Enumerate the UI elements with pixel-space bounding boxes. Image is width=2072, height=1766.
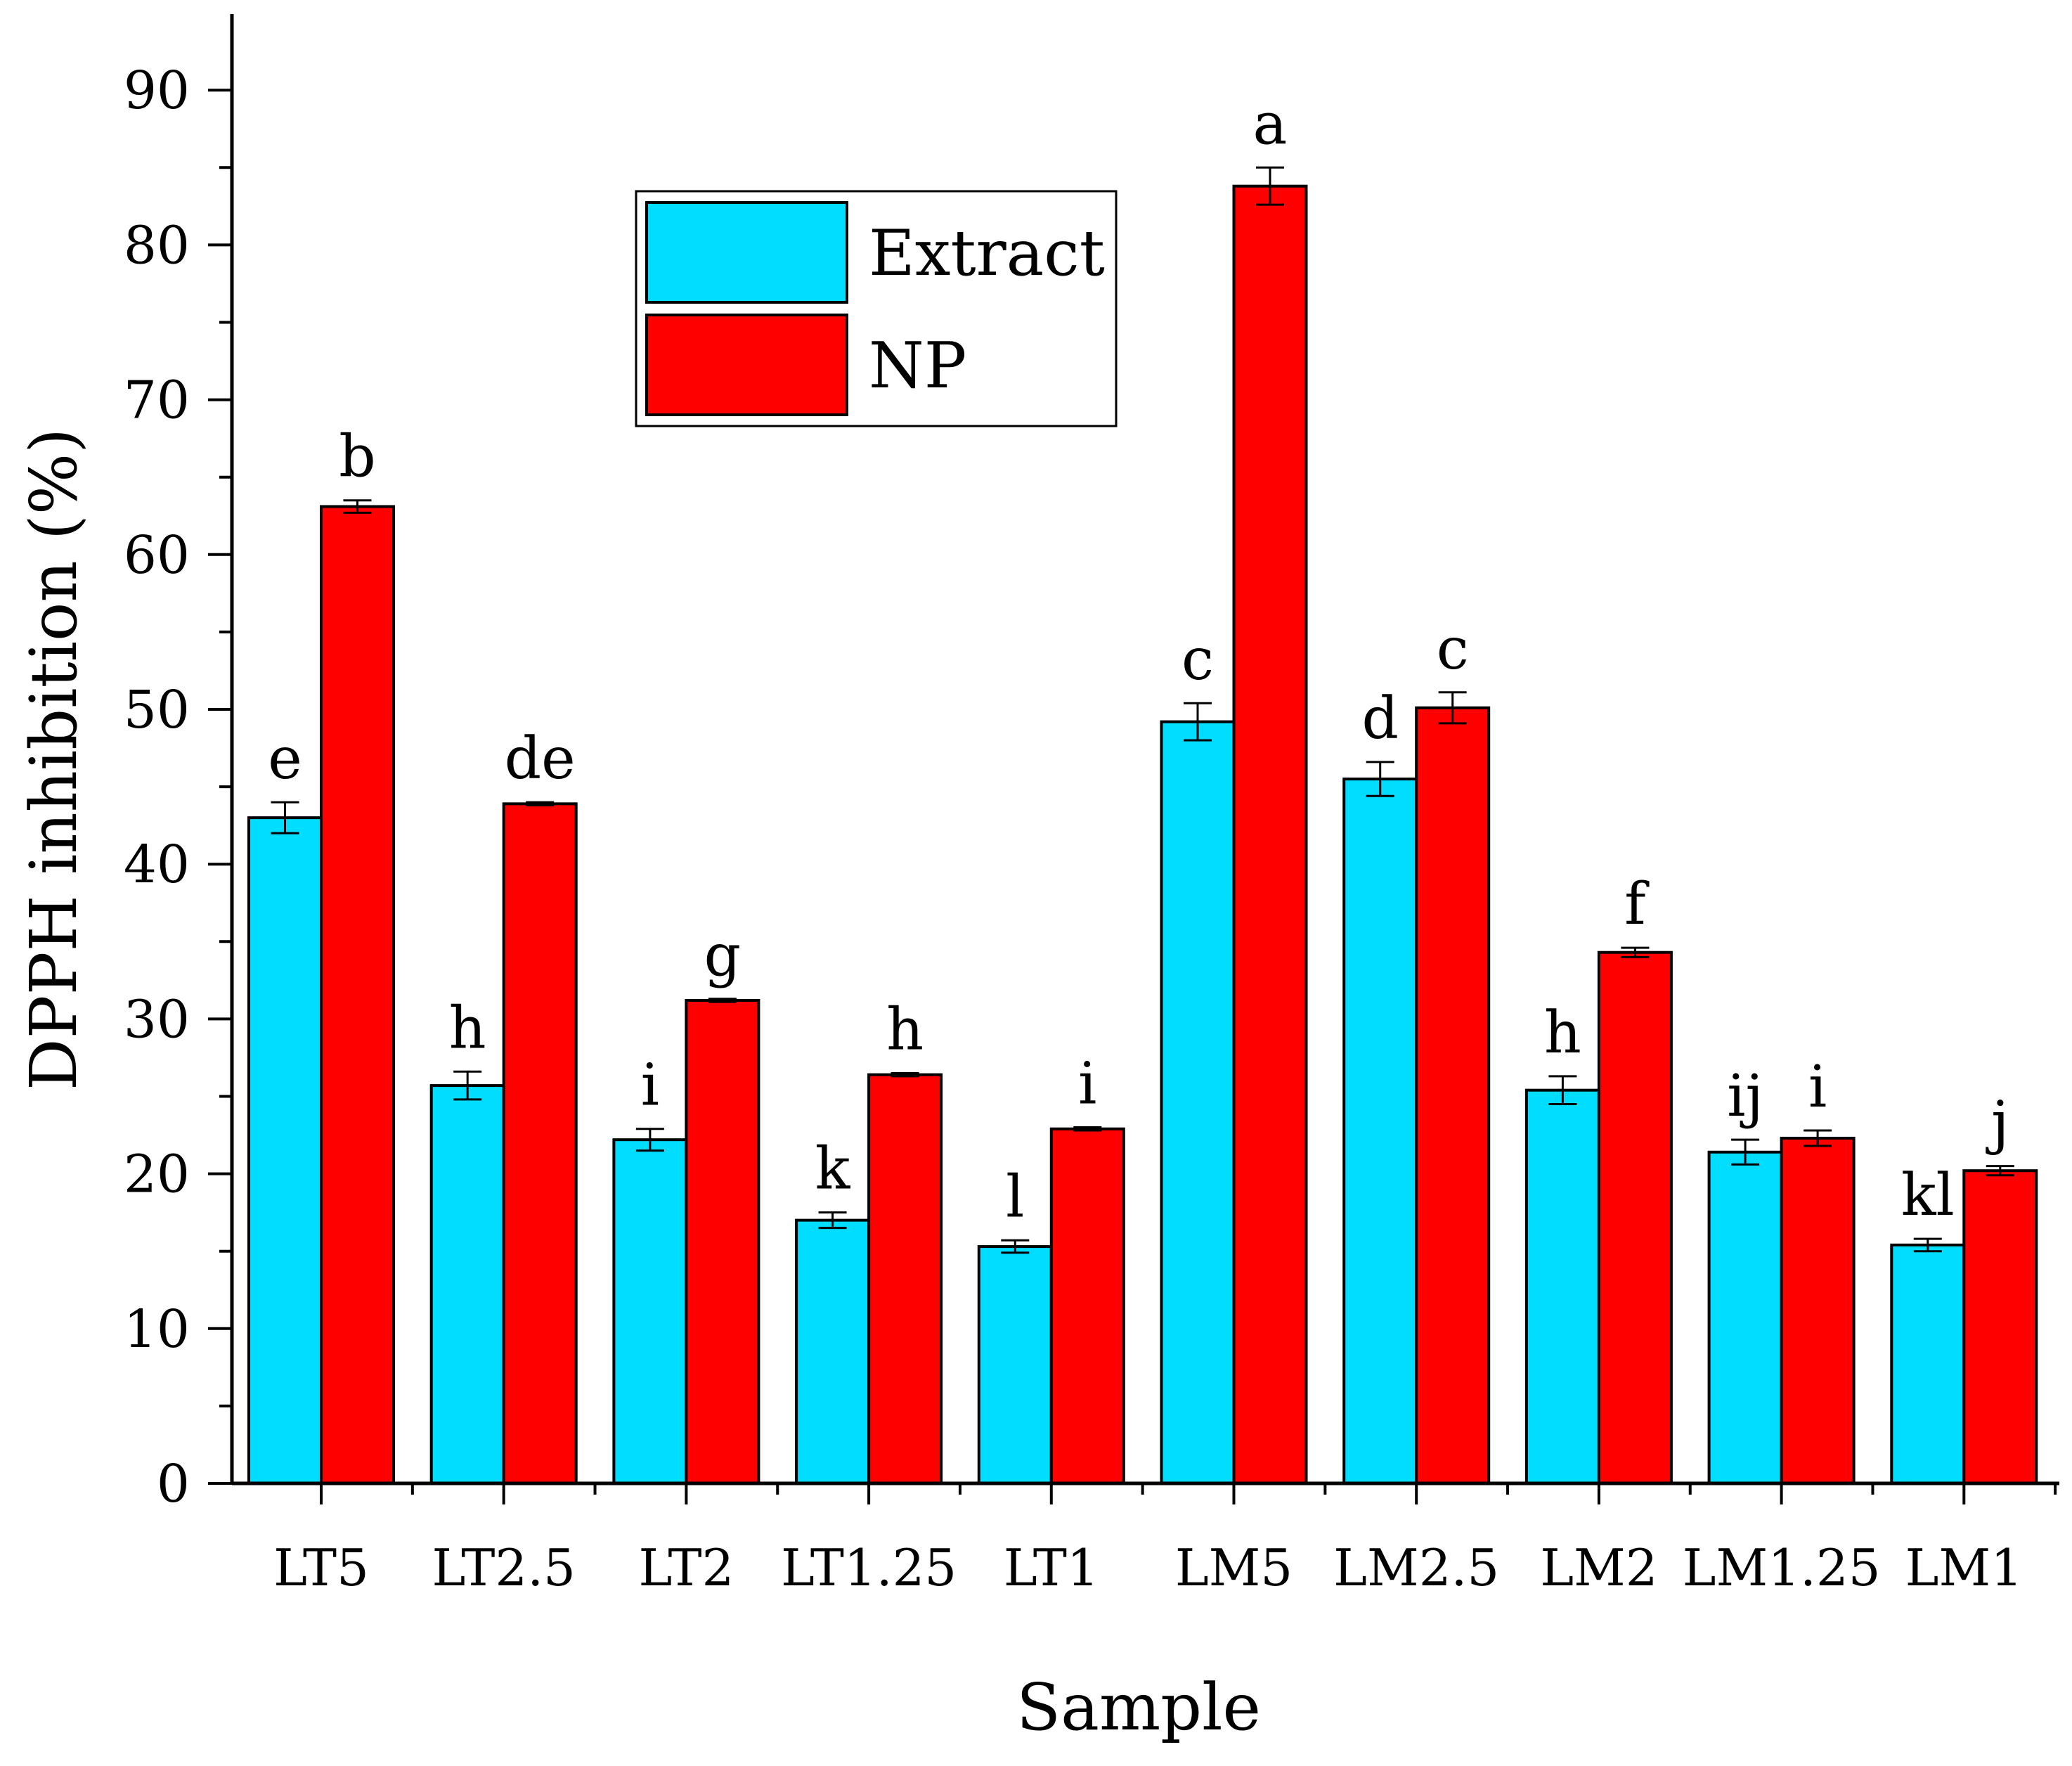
x-tick-label-lt2: LT2: [639, 1538, 734, 1597]
y-tick-label-40: 40: [124, 834, 190, 895]
error-bar-extract-lt5: [271, 801, 299, 834]
significance-label-np-lm1.25: i: [1808, 1054, 1827, 1121]
error-bar-extract-lm2.5: [1366, 761, 1394, 797]
bar-extract-lm2: [1524, 1088, 1600, 1485]
legend: Extract NP: [635, 190, 1118, 427]
legend-item-np: NP: [645, 314, 966, 416]
x-axis-title: Sample: [1016, 1670, 1261, 1745]
bar-np-lm5: [1232, 184, 1308, 1485]
significance-label-extract-lt2.5: h: [449, 995, 486, 1062]
error-bar-np-lt1.25: [891, 1071, 919, 1078]
bar-np-lm2: [1597, 950, 1673, 1485]
error-bar-extract-lm1.25: [1731, 1138, 1760, 1166]
bar-np-lm2.5: [1415, 706, 1491, 1485]
significance-label-extract-lm5: c: [1181, 626, 1214, 693]
significance-label-extract-lm1.25: ij: [1727, 1063, 1763, 1130]
bar-extract-lt2.5: [429, 1084, 505, 1485]
bar-np-lm1: [1962, 1169, 2038, 1485]
significance-label-extract-lm2.5: d: [1361, 685, 1399, 752]
y-tick-label-20: 20: [124, 1145, 190, 1205]
significance-label-np-lm5: a: [1253, 91, 1288, 157]
bar-extract-lm1.25: [1707, 1150, 1783, 1485]
significance-label-extract-lt2: i: [641, 1052, 659, 1119]
bar-extract-lm1: [1890, 1243, 1966, 1485]
significance-label-extract-lt1.25: k: [815, 1136, 851, 1203]
error-bar-extract-lm5: [1184, 702, 1212, 742]
y-tick-label-0: 0: [157, 1454, 190, 1514]
bar-extract-lt5: [247, 816, 323, 1485]
legend-swatch-extract: [645, 201, 848, 304]
y-tick-label-30: 30: [124, 989, 190, 1050]
bar-extract-lm5: [1160, 720, 1236, 1485]
bar-np-lt2.5: [502, 802, 578, 1485]
error-bar-extract-lt2.5: [453, 1070, 482, 1101]
legend-swatch-np: [645, 314, 848, 416]
error-bar-extract-lm1: [1913, 1237, 1942, 1253]
x-tick-label-lm1: LM1: [1905, 1538, 2023, 1597]
x-tick-label-lm2: LM2: [1540, 1538, 1657, 1597]
y-tick-label-50: 50: [124, 680, 190, 740]
error-bar-np-lm1.25: [1804, 1129, 1832, 1147]
x-tick-label-lm2.5: LM2.5: [1333, 1538, 1499, 1597]
y-tick-label-60: 60: [124, 525, 190, 586]
error-bar-extract-lt2: [635, 1128, 664, 1152]
significance-label-np-lm2: f: [1624, 871, 1650, 938]
legend-label-extract: Extract: [869, 217, 1105, 290]
bar-extract-lt1.25: [795, 1218, 871, 1485]
x-tick-label-lt5: LT5: [273, 1538, 369, 1597]
significance-label-np-lt1: i: [1078, 1051, 1096, 1118]
error-bar-extract-lt1.25: [818, 1211, 847, 1230]
x-tick-label-lm1.25: LM1.25: [1683, 1538, 1881, 1597]
significance-label-np-lm1: j: [1986, 1090, 2009, 1156]
significance-label-extract-lt1: l: [1006, 1164, 1024, 1230]
significance-label-extract-lm2: h: [1544, 1000, 1581, 1066]
error-bar-extract-lm2: [1548, 1075, 1577, 1106]
y-tick-label-10: 10: [124, 1299, 190, 1360]
error-bar-np-lm2.5: [1438, 691, 1467, 725]
error-bar-np-lt5: [343, 499, 372, 514]
error-bar-np-lm2: [1621, 946, 1650, 958]
error-bar-np-lt2: [708, 998, 737, 1003]
x-tick-label-lm5: LM5: [1175, 1538, 1293, 1597]
bar-np-lt5: [320, 505, 395, 1485]
significance-label-np-lt2.5: de: [505, 726, 576, 792]
significance-label-np-lm2.5: c: [1437, 616, 1469, 683]
error-bar-np-lm1: [1986, 1165, 2014, 1177]
bar-np-lt1: [1049, 1127, 1125, 1485]
bar-extract-lt2: [612, 1138, 688, 1485]
legend-item-extract: Extract: [645, 201, 1105, 304]
legend-label-np: NP: [869, 329, 966, 403]
error-bar-np-lm5: [1256, 166, 1284, 206]
y-tick-label-90: 90: [124, 60, 190, 121]
bar-np-lt1.25: [867, 1073, 943, 1485]
significance-label-np-lt1.25: h: [886, 996, 924, 1063]
x-tick-label-lt1: LT1: [1004, 1538, 1099, 1597]
significance-label-np-lt2: g: [704, 922, 742, 989]
bar-extract-lt1: [977, 1245, 1053, 1485]
error-bar-np-lt1: [1073, 1126, 1102, 1132]
significance-label-extract-lt5: e: [268, 726, 302, 792]
bar-np-lt2: [685, 998, 760, 1485]
y-tick-label-80: 80: [124, 215, 190, 276]
significance-label-np-lt5: b: [339, 424, 376, 491]
y-tick-label-70: 70: [124, 370, 190, 431]
significance-label-extract-lm1: kl: [1901, 1162, 1955, 1229]
y-axis-title: DPPH inhibition (%): [16, 428, 91, 1090]
error-bar-np-lt2.5: [526, 801, 555, 807]
x-tick-label-lt1.25: LT1.25: [781, 1538, 957, 1597]
bar-np-lm1.25: [1780, 1136, 1856, 1485]
x-tick-label-lt2.5: LT2.5: [432, 1538, 575, 1597]
error-bar-extract-lt1: [1001, 1239, 1030, 1254]
bar-extract-lm2.5: [1342, 778, 1418, 1485]
